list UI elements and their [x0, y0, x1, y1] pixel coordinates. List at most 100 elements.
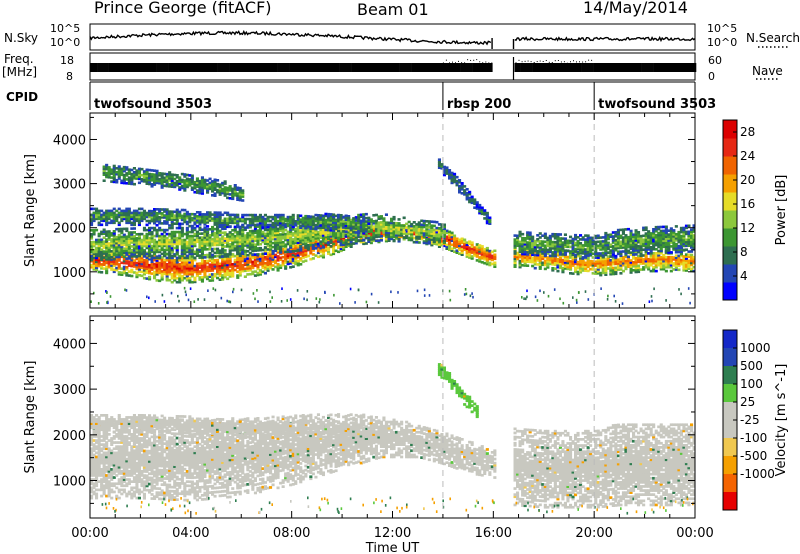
freq-bar — [591, 63, 593, 72]
power-cell — [460, 253, 464, 256]
freq-bar — [188, 63, 191, 72]
freq-bar — [371, 63, 373, 72]
power-cell — [228, 271, 232, 274]
power-cell — [200, 184, 204, 187]
power-cell — [148, 244, 152, 248]
freq-bar — [233, 63, 235, 72]
power-cell — [155, 279, 159, 282]
power-cell — [190, 176, 194, 180]
power-cell — [319, 250, 323, 254]
power-cell — [223, 237, 227, 240]
freq-bar — [316, 63, 319, 72]
power-cell — [316, 255, 320, 259]
power-cell — [190, 263, 194, 266]
power-cell — [148, 178, 152, 182]
power-cell — [430, 224, 434, 227]
freq-bar — [338, 63, 340, 72]
power-cell — [475, 201, 479, 204]
freq-bar — [546, 63, 549, 72]
power-cell — [271, 237, 275, 241]
power-cell — [228, 217, 232, 221]
power-cell — [347, 220, 351, 224]
power-cell — [327, 241, 331, 244]
power-cell — [269, 232, 273, 235]
power-cell — [211, 186, 215, 189]
power-cell — [148, 263, 152, 267]
power-cell — [155, 242, 159, 246]
power-cell — [238, 228, 242, 232]
power-cell — [185, 212, 189, 216]
power-cell — [442, 229, 446, 233]
power-cell — [158, 250, 162, 254]
freq-bar — [656, 63, 658, 72]
power-cell — [158, 267, 162, 271]
freq-bar — [295, 63, 297, 72]
power-cell — [319, 232, 323, 235]
freq-bar — [572, 63, 574, 72]
power-cell — [158, 279, 162, 283]
power-cell — [216, 184, 220, 188]
power-cell — [301, 222, 305, 226]
power-cell — [168, 171, 172, 174]
power-cell — [327, 231, 331, 235]
power-cell — [125, 217, 129, 221]
power-cell — [468, 250, 472, 253]
power-cell — [301, 234, 305, 238]
power-cell — [475, 207, 479, 210]
power-cell — [541, 257, 545, 261]
power-cell — [211, 253, 215, 257]
power-cell — [243, 251, 247, 255]
power-cell — [238, 219, 242, 223]
power-cell — [160, 236, 164, 240]
power-cell — [203, 180, 207, 184]
power-cell — [402, 224, 406, 227]
power-cell — [170, 218, 174, 221]
freq-bar — [256, 63, 258, 72]
freq-bar — [589, 63, 591, 72]
power-cell — [206, 219, 210, 222]
freq-bar — [199, 63, 202, 72]
power-cell — [294, 249, 298, 253]
power-cell — [158, 256, 162, 260]
power-cell — [516, 251, 520, 255]
power-cell — [233, 230, 237, 234]
power-cell — [110, 176, 114, 179]
power-cell — [463, 242, 467, 246]
power-cell — [579, 265, 583, 268]
freq-bar — [534, 63, 536, 72]
power-cell — [168, 218, 172, 221]
power-cell — [279, 241, 283, 244]
power-cell — [581, 259, 585, 262]
power-cell — [321, 218, 325, 221]
power-cell — [223, 257, 227, 261]
power-cell — [148, 254, 152, 258]
power-cell — [213, 213, 217, 216]
nave-dot — [579, 61, 580, 63]
power-cell — [440, 238, 444, 241]
power-cell — [453, 244, 457, 248]
power-cell — [211, 275, 215, 278]
power-cell — [163, 238, 167, 242]
power-cell — [92, 213, 96, 217]
power-cell — [170, 280, 174, 284]
power-cell — [135, 233, 139, 236]
power-cell — [387, 233, 391, 236]
power-cell — [208, 267, 212, 270]
power-cell — [190, 242, 194, 246]
power-cell — [281, 247, 285, 251]
power-cell — [395, 233, 399, 237]
power-cell — [374, 225, 378, 229]
power-cell — [286, 238, 290, 242]
power-cell — [332, 246, 336, 250]
power-cell — [175, 236, 179, 240]
power-cell — [100, 242, 104, 246]
power-cell — [309, 251, 313, 255]
power-cell — [213, 192, 217, 195]
power-cell — [110, 266, 114, 269]
power-cell — [236, 221, 240, 225]
power-cell — [279, 227, 283, 230]
power-cell — [208, 185, 212, 189]
freq-bar — [629, 63, 631, 72]
power-cell — [168, 246, 172, 250]
power-cell — [130, 274, 134, 278]
